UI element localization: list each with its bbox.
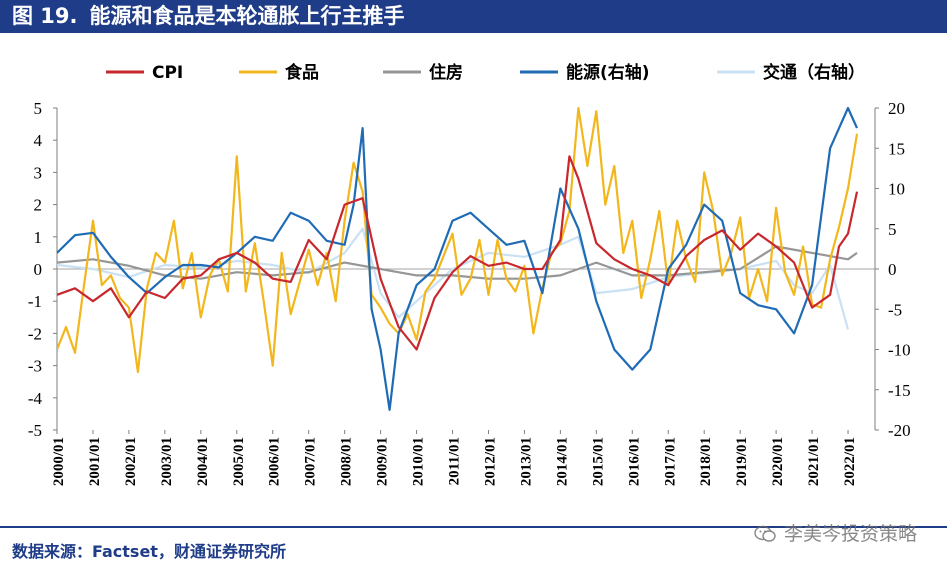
- right-y-tick-label: 5: [888, 220, 897, 239]
- left-y-tick-label: 4: [34, 131, 43, 150]
- right-y-tick-label: -15: [888, 381, 911, 400]
- figure-title: 图 19. 能源和食品是本轮通胀上行主推手: [0, 0, 947, 33]
- left-y-tick-label: -1: [28, 292, 42, 311]
- right-y-tick-label: 0: [888, 260, 897, 279]
- left-y-tick-label: 1: [34, 228, 43, 247]
- x-tick-label: 2015/01: [590, 437, 606, 486]
- watermark-text: 李美岑投资策略: [783, 523, 917, 545]
- x-tick-label: 2022/01: [842, 437, 858, 486]
- x-tick-label: 2005/01: [231, 437, 247, 486]
- figure-number: 图 19.: [12, 4, 78, 28]
- x-tick-label: 2007/01: [303, 437, 319, 486]
- x-tick-label: 2021/01: [806, 437, 822, 486]
- x-tick-label: 2018/01: [698, 437, 714, 486]
- right-y-tick-label: 20: [888, 99, 905, 118]
- source-note: 数据来源：Factset，财通证券研究所: [12, 542, 286, 561]
- watermark: 李美岑投资策略: [754, 519, 917, 546]
- x-tick-label: 2002/01: [123, 437, 139, 486]
- x-tick-label: 2012/01: [482, 437, 498, 486]
- right-y-tick-label: 10: [888, 180, 905, 199]
- x-tick-label: 2014/01: [554, 437, 570, 486]
- x-tick-label: 2016/01: [626, 437, 642, 486]
- right-y-tick-label: -10: [888, 341, 911, 360]
- x-tick-label: 2020/01: [770, 437, 786, 486]
- wechat-icon: [754, 525, 776, 542]
- x-tick-label: 2010/01: [411, 437, 427, 486]
- x-tick-label: 2019/01: [734, 437, 750, 486]
- right-y-tick-label: 15: [888, 139, 905, 158]
- x-tick-label: 2004/01: [195, 437, 211, 486]
- x-tick-label: 2003/01: [159, 437, 175, 486]
- left-y-tick-label: -3: [28, 357, 42, 376]
- figure-title-text: 能源和食品是本轮通胀上行主推手: [89, 4, 405, 28]
- legend-cpi-label: CPI: [152, 63, 183, 83]
- series-transport-line: [57, 227, 850, 330]
- source-divider: [0, 526, 947, 528]
- chart: 543210-1-2-3-4-520151050-5-10-15-202000/…: [28, 62, 911, 486]
- right-y-tick-label: -20: [888, 421, 911, 440]
- legend-housing-label: 住房: [429, 62, 463, 83]
- left-y-tick-label: -5: [28, 421, 42, 440]
- x-tick-label: 2000/01: [51, 437, 67, 486]
- left-y-tick-label: 0: [34, 260, 43, 279]
- x-tick-label: 2009/01: [375, 437, 391, 486]
- x-tick-label: 2017/01: [662, 437, 678, 486]
- x-tick-label: 2001/01: [87, 437, 103, 486]
- right-y-tick-label: -5: [888, 300, 902, 319]
- x-tick-label: 2013/01: [518, 437, 534, 486]
- left-y-tick-label: -2: [28, 324, 42, 343]
- legend-transport-label: 交通（右轴）: [763, 62, 865, 83]
- legend-energy-label: 能源(右轴): [566, 62, 650, 83]
- left-y-tick-label: 3: [34, 163, 43, 182]
- legend-food-label: 食品: [285, 62, 319, 83]
- series-cpi-line: [57, 155, 859, 351]
- left-y-tick-label: 5: [34, 99, 43, 118]
- series-food-line: [57, 107, 859, 374]
- series-energy-line: [57, 107, 859, 411]
- left-y-tick-label: 2: [34, 196, 43, 215]
- x-tick-label: 2006/01: [267, 437, 283, 486]
- x-tick-label: 2008/01: [339, 437, 355, 486]
- left-y-tick-label: -4: [28, 389, 43, 408]
- x-tick-label: 2011/01: [447, 437, 463, 485]
